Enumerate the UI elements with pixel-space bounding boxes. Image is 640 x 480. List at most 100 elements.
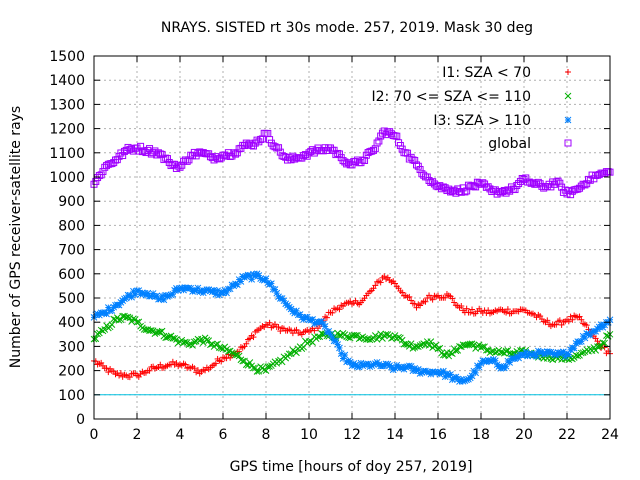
marker-stroke — [149, 290, 157, 297]
data-point — [551, 321, 558, 328]
data-point — [518, 174, 526, 182]
marker-stroke — [540, 184, 548, 192]
data-point — [430, 180, 438, 188]
data-point — [194, 149, 202, 157]
data-point — [248, 141, 256, 149]
marker-stroke — [346, 334, 354, 342]
marker-stroke — [583, 330, 591, 337]
data-point — [461, 188, 469, 196]
marker-stroke — [380, 127, 388, 135]
data-point — [99, 362, 106, 369]
marker-stroke — [337, 350, 345, 358]
data-point — [325, 144, 333, 152]
data-point — [479, 179, 487, 187]
marker-stroke — [266, 363, 273, 370]
data-point — [207, 364, 214, 371]
marker-stroke — [278, 152, 286, 160]
y-tick-label: 1400 — [49, 73, 85, 89]
data-point — [185, 156, 193, 164]
marker-stroke — [511, 186, 519, 194]
marker-stroke — [140, 147, 148, 155]
data-point — [199, 339, 207, 346]
marker-stroke — [506, 187, 514, 195]
data-point — [513, 181, 521, 189]
data-point — [126, 145, 134, 153]
data-point — [366, 336, 374, 344]
data-point — [105, 369, 112, 376]
data-point — [421, 173, 429, 181]
x-tick-label: 0 — [90, 427, 99, 443]
marker-stroke — [357, 159, 365, 167]
marker-stroke — [481, 343, 488, 351]
marker-stroke — [260, 129, 268, 137]
marker-stroke — [260, 276, 268, 284]
marker-stroke — [447, 188, 455, 196]
data-point — [465, 309, 472, 316]
data-point — [483, 346, 490, 354]
data-point — [393, 132, 401, 140]
marker-stroke — [525, 178, 533, 186]
data-point — [239, 344, 246, 351]
data-point — [99, 327, 107, 335]
marker-stroke — [341, 351, 349, 359]
data-point — [442, 294, 449, 301]
data-point — [396, 141, 404, 149]
marker-stroke — [427, 178, 435, 186]
data-point — [216, 344, 223, 352]
marker-stroke — [292, 154, 300, 162]
marker-stroke — [595, 171, 603, 179]
data-point — [266, 319, 273, 326]
marker-stroke — [310, 149, 318, 157]
y-tick-label: 600 — [58, 267, 85, 283]
data-point — [592, 346, 600, 354]
data-point — [291, 155, 299, 163]
data-point — [578, 316, 585, 323]
marker-stroke — [137, 142, 145, 150]
data-point — [577, 182, 585, 190]
data-point — [120, 147, 128, 155]
marker-stroke — [293, 307, 300, 315]
data-point — [452, 347, 460, 355]
x-tick-label: 10 — [300, 427, 318, 443]
marker-stroke — [124, 313, 132, 321]
marker-stroke — [185, 156, 193, 164]
marker-stroke — [386, 128, 394, 136]
data-point — [280, 152, 288, 160]
marker-stroke — [158, 327, 166, 335]
marker-stroke — [196, 337, 204, 344]
marker-stroke — [378, 129, 386, 137]
data-point — [137, 142, 145, 150]
marker-stroke — [246, 272, 254, 279]
data-point — [164, 362, 171, 369]
data-point — [425, 342, 433, 349]
marker-stroke — [597, 342, 605, 350]
data-point — [389, 132, 397, 140]
marker-stroke — [250, 364, 257, 372]
marker-stroke — [178, 161, 186, 169]
marker-stroke — [327, 330, 334, 338]
data-point — [253, 136, 261, 144]
marker-stroke — [579, 180, 587, 188]
marker-stroke — [99, 309, 107, 317]
data-point — [99, 168, 107, 176]
data-point — [126, 374, 133, 381]
legend-label: I3: SZA > 110 — [433, 113, 531, 129]
data-point — [436, 344, 444, 352]
marker-stroke — [99, 327, 107, 335]
data-point — [293, 349, 300, 357]
marker-stroke — [303, 339, 311, 347]
data-point — [341, 351, 349, 359]
marker-stroke — [233, 149, 241, 157]
y-tick-label: 700 — [58, 243, 85, 259]
marker-stroke — [552, 178, 560, 186]
data-point — [332, 151, 340, 159]
marker-stroke — [130, 287, 137, 295]
marker-stroke — [133, 318, 141, 326]
marker-stroke — [153, 292, 161, 300]
data-point — [515, 180, 523, 188]
marker-stroke — [482, 183, 490, 191]
marker-stroke — [343, 333, 350, 341]
marker-stroke — [440, 351, 447, 359]
marker-stroke — [99, 168, 107, 176]
marker-stroke — [280, 297, 288, 305]
